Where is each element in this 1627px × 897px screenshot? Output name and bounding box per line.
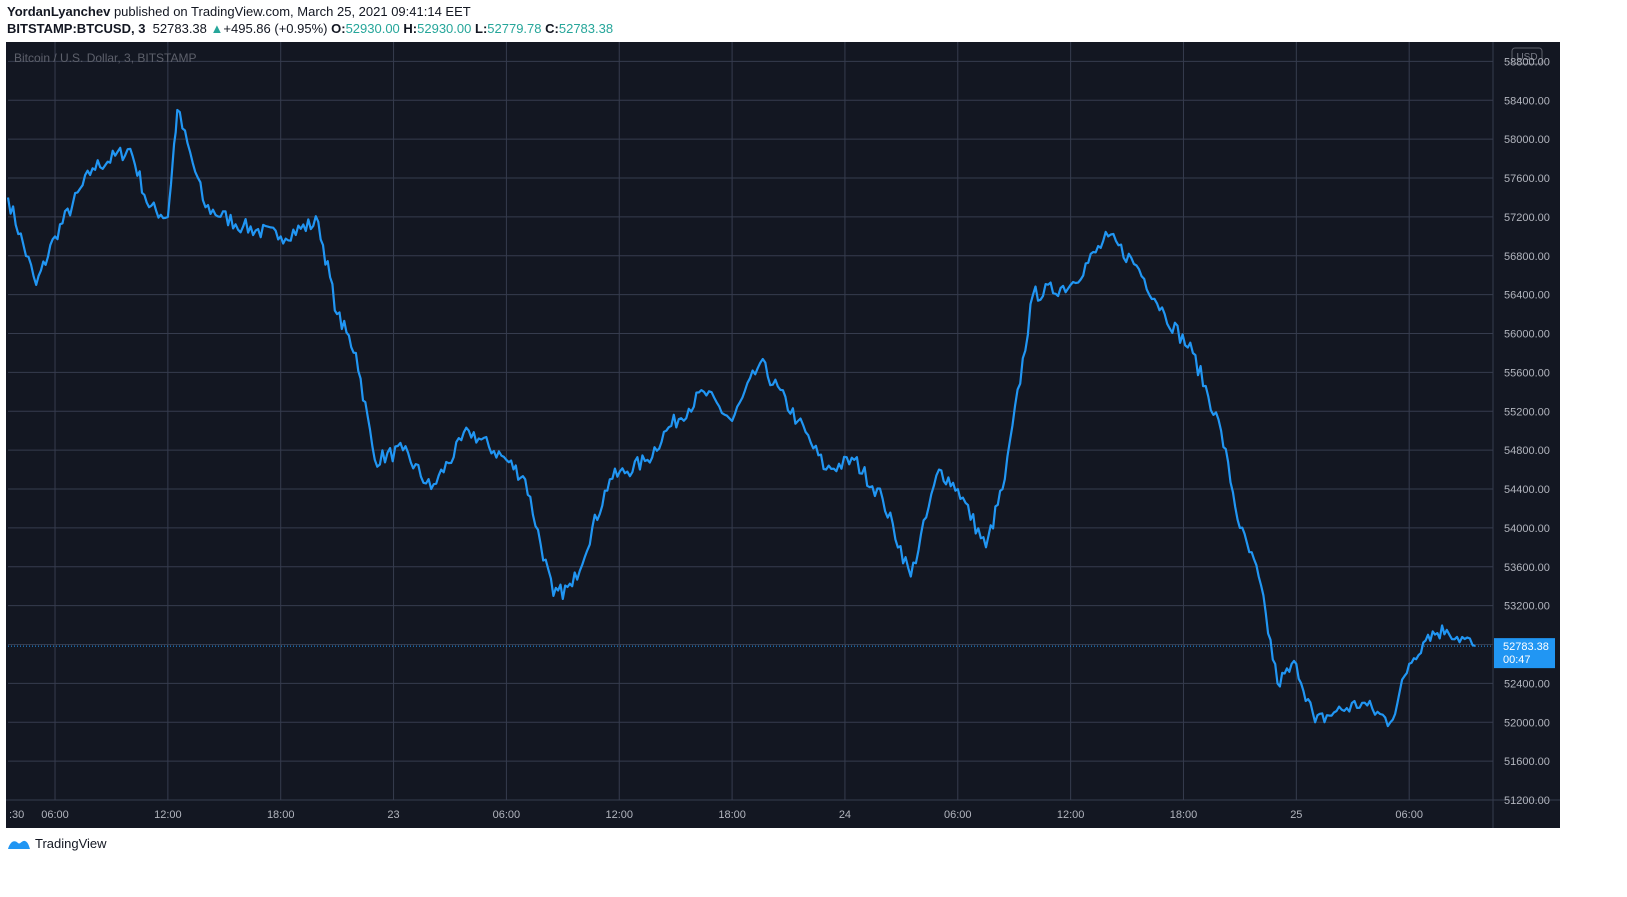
- x-tick-label: 24: [839, 809, 851, 821]
- y-tick-label: 52400.00: [1504, 678, 1550, 690]
- y-tick-label: 53600.00: [1504, 562, 1550, 574]
- x-tick-label: 12:00: [1057, 809, 1085, 821]
- y-tick-label: 56000.00: [1504, 329, 1550, 341]
- x-tick-label: 23: [387, 809, 399, 821]
- x-tick-label: :30: [9, 809, 24, 821]
- x-tick-label: 18:00: [267, 809, 295, 821]
- time-axis[interactable]: :30 06:00 12:00 18:00 23 06:00 12:00 18:00 24 06:…: [9, 809, 1423, 821]
- y-tick-label: 56800.00: [1504, 251, 1550, 263]
- high-value: 52930.00: [417, 21, 472, 36]
- high-label: H:: [403, 21, 418, 36]
- y-tick-label: 54400.00: [1504, 484, 1550, 496]
- x-tick-label: 12:00: [154, 809, 182, 821]
- price-series-line: [6, 108, 1476, 728]
- close-label: C:: [545, 21, 559, 36]
- bar-countdown: 00:47: [1503, 654, 1531, 666]
- y-tick-label: 56400.00: [1504, 290, 1550, 302]
- y-tick-label: 58400.00: [1504, 95, 1550, 107]
- currency-badge-box[interactable]: [1511, 47, 1543, 65]
- x-tick-label: 25: [1290, 809, 1302, 821]
- y-tick-label: 57200.00: [1504, 212, 1550, 224]
- current-price-label: 52783.38 00:47: [1494, 638, 1555, 669]
- publication-info: YordanLyanchev published on TradingView.…: [7, 4, 471, 19]
- up-arrow-icon: ▲: [210, 21, 224, 36]
- last-price: 52783.38: [152, 21, 207, 36]
- published-text: published on TradingView.com, March 25, …: [113, 4, 471, 19]
- y-tick-label: 57600.00: [1504, 173, 1550, 185]
- tradingview-logo-icon: [8, 840, 30, 849]
- x-tick-label: 06:00: [41, 809, 69, 821]
- x-tick-label: 18:00: [1170, 809, 1198, 821]
- x-tick-label: 06:00: [944, 809, 972, 821]
- close-value: 52783.38: [558, 21, 614, 36]
- x-tick-label: 18:00: [718, 809, 746, 821]
- x-tick-label: 12:00: [605, 809, 633, 821]
- chart-background: [6, 42, 1560, 828]
- price-change: +495.86 (+0.95%): [223, 21, 328, 36]
- y-tick-label: 52000.00: [1504, 717, 1550, 729]
- footer-brand[interactable]: TradingView: [7, 836, 107, 851]
- low-value: 52779.78: [487, 21, 542, 36]
- x-tick-label: 06:00: [1395, 809, 1423, 821]
- author-name[interactable]: YordanLyanchev: [7, 4, 111, 19]
- y-tick-label: 53200.00: [1504, 601, 1550, 613]
- symbol-label: BITSTAMP:BTCUSD, 3: [7, 21, 146, 36]
- y-tick-label: 58800.00: [1504, 56, 1550, 68]
- y-tick-label: 51200.00: [1504, 795, 1550, 807]
- y-tick-label: 55600.00: [1504, 367, 1550, 379]
- currency-badge: USD: [1516, 52, 1537, 63]
- y-tick-label: 58000.00: [1504, 134, 1550, 146]
- ohlc-legend: BITSTAMP:BTCUSD, 3 52783.38 ▲+495.86 (+0…: [7, 21, 613, 36]
- y-tick-label: 54800.00: [1504, 445, 1550, 457]
- chart-grid: [6, 42, 1560, 828]
- open-label: O:: [331, 21, 346, 36]
- price-axis[interactable]: 58800.00 58400.00 58000.00 57600.00 57200.00…: [1504, 56, 1550, 807]
- low-label: L:: [475, 21, 488, 36]
- current-price-value: 52783.38: [1503, 641, 1549, 653]
- brand-name: TradingView: [35, 836, 107, 851]
- open-value: 52930.00: [345, 21, 400, 36]
- chart-title: Bitcoin / U.S. Dollar, 3, BITSTAMP: [14, 51, 197, 65]
- y-tick-label: 54000.00: [1504, 523, 1550, 535]
- x-tick-label: 06:00: [493, 809, 521, 821]
- y-tick-label: 51600.00: [1504, 756, 1550, 768]
- current-price-badge: [1494, 638, 1555, 669]
- y-tick-label: 55200.00: [1504, 406, 1550, 418]
